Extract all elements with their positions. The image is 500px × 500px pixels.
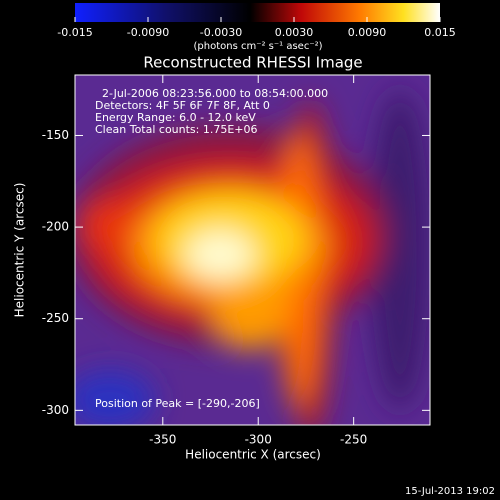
plot-frame [74,74,431,426]
chart-title: Reconstructed RHESSI Image [143,54,362,72]
x-tick-label: -250 [340,433,367,447]
y-tick-label: -250 [42,311,69,325]
x-tick-label: -350 [149,433,176,447]
y-tick-label: -200 [42,220,69,234]
timestamp: 15-Jul-2013 19:02 [405,486,495,497]
colorbar-tick-label: 0.0090 [348,26,387,39]
x-tick-label: -300 [245,433,272,447]
annotation: Clean Total counts: 1.75E+06 [95,123,258,136]
x-axis-label: Heliocentric X (arcsec) [185,448,321,462]
image [75,75,430,425]
annotation: Position of Peak = [-290,-206] [95,397,260,410]
annotation: 2-Jul-2006 08:23:56.000 to 08:54:00.000 [102,87,328,100]
y-tick-label: -150 [42,128,69,142]
annotation: Detectors: 4F 5F 6F 7F 8F, Att 0 [95,99,270,112]
colorbar-tick-label: -0.015 [57,26,92,39]
colorbar-tick-label: -0.0090 [127,26,169,39]
annotation: Energy Range: 6.0 - 12.0 keV [95,111,256,124]
colorbar-label: (photons cm⁻² s⁻¹ asec⁻²) [193,41,322,52]
colorbar-tick-label: -0.0030 [200,26,242,39]
colorbar [75,3,440,22]
y-tick-label: -300 [42,403,69,417]
y-axis-label: Heliocentric Y (arcsec) [13,183,27,318]
colorbar-tick-label: 0.015 [424,26,456,39]
colorbar-tick-label: 0.0030 [275,26,314,39]
